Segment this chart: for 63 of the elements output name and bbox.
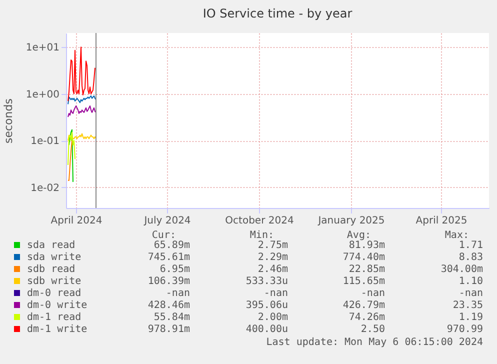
text: 304.00m xyxy=(440,264,483,275)
x-tick-label: April 2025 xyxy=(416,216,468,226)
text: 2.00m xyxy=(258,312,288,323)
x-tick-label: October 2024 xyxy=(225,216,294,226)
text: 65.89m xyxy=(154,240,190,251)
legend-label: dm-0 write xyxy=(27,300,88,311)
text: Cur: xyxy=(152,230,176,241)
text: 774.40m xyxy=(342,252,385,263)
text: 400.00u xyxy=(246,324,288,335)
line-series xyxy=(68,46,96,102)
y-tick-label: 1e-02 xyxy=(30,182,60,194)
legend-label: dm-1 read xyxy=(27,312,82,323)
text: 970.99 xyxy=(446,324,483,335)
text: -nan xyxy=(166,288,190,299)
text: 55.84m xyxy=(154,312,190,323)
line-series xyxy=(68,105,96,118)
y-tick-label: 1e-01 xyxy=(30,136,60,148)
line-series xyxy=(68,133,96,142)
text: 745.61m xyxy=(148,252,190,263)
text: 2.29m xyxy=(258,252,288,263)
text: 22.85m xyxy=(348,264,385,275)
text: 6.95m xyxy=(160,264,190,275)
text: 426.79m xyxy=(342,300,385,311)
text: 533.33u xyxy=(246,276,288,287)
y-axis-title: seconds xyxy=(2,98,15,144)
text: 1.10 xyxy=(458,276,483,287)
line-series xyxy=(68,140,72,181)
line-series xyxy=(68,129,74,182)
legend-label: sda read xyxy=(27,240,76,251)
chart-title: IO Service time - by year xyxy=(202,6,352,20)
text: 2.46m xyxy=(258,264,288,275)
legend-label: sdb read xyxy=(27,264,76,275)
text: Max: xyxy=(444,230,469,241)
y-tick-label: 1e+00 xyxy=(26,89,60,100)
text: 2.75m xyxy=(258,240,288,251)
text: 428.46m xyxy=(148,300,190,311)
text: 2.50 xyxy=(360,324,385,335)
x-tick-label: January 2025 xyxy=(317,216,385,226)
y-tick-label: 1e+01 xyxy=(26,42,60,54)
text: -nan xyxy=(458,288,483,299)
text: -nan xyxy=(264,288,288,299)
legend-label: dm-0 read xyxy=(27,288,82,299)
text: 115.65m xyxy=(342,276,385,287)
text: 978.91m xyxy=(148,324,190,335)
text: 23.35 xyxy=(452,300,483,311)
text: Last update: Mon May 6 06:15:00 2024 xyxy=(266,337,483,348)
line-series xyxy=(68,132,76,166)
text: -nan xyxy=(360,288,385,299)
legend-label: sda write xyxy=(27,252,82,263)
text: 106.39m xyxy=(148,276,190,287)
text: 81.93m xyxy=(348,240,385,251)
legend-label: sdb write xyxy=(27,276,82,287)
text: 1.71 xyxy=(458,240,483,251)
x-tick-label: April 2024 xyxy=(50,216,102,226)
x-tick-label: July 2024 xyxy=(143,216,191,226)
text: 1.19 xyxy=(458,312,483,323)
text: 74.26m xyxy=(348,312,385,323)
text: Avg: xyxy=(346,230,371,241)
text: 395.06u xyxy=(246,300,288,311)
text: Min: xyxy=(250,230,274,241)
line-series xyxy=(68,95,96,105)
text: 8.83 xyxy=(458,252,483,263)
legend-label: dm-1 write xyxy=(27,324,88,335)
